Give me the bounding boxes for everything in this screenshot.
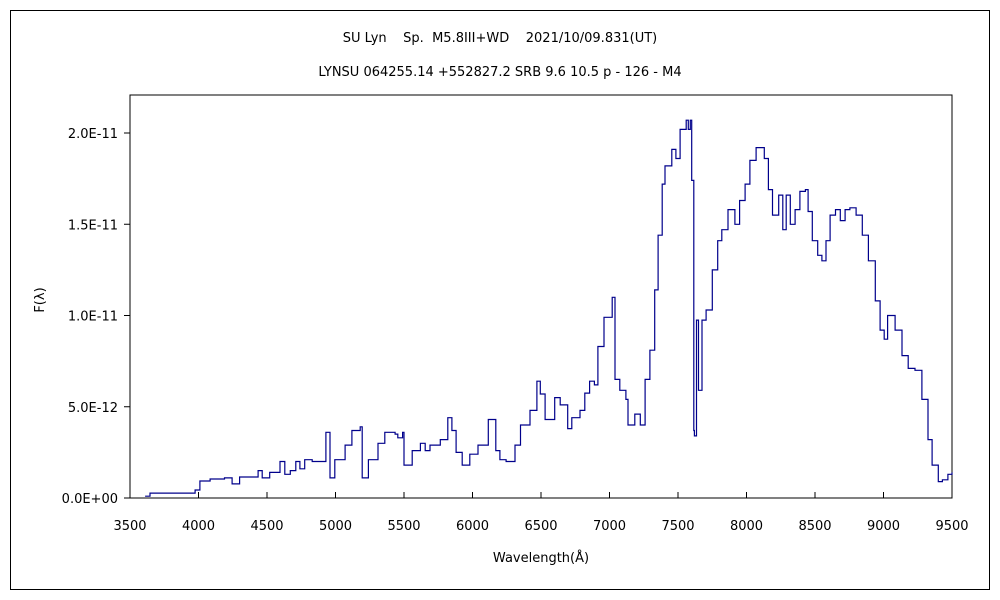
y-tick-label: 2.0E-11 xyxy=(68,127,118,142)
y-tick-label: 5.0E-12 xyxy=(68,401,118,416)
y-tick-label: 1.5E-11 xyxy=(68,218,118,233)
chart-title: SU Lyn Sp. M5.8III+WD 2021/10/09.831(UT) xyxy=(343,31,657,46)
x-tick-label: 4000 xyxy=(182,519,215,534)
x-tick-label: 3500 xyxy=(113,519,146,534)
x-tick-label: 9500 xyxy=(935,519,968,534)
x-tick-label: 8500 xyxy=(798,519,831,534)
y-tick-label: 1.0E-11 xyxy=(68,310,118,325)
chart-subtitle: LYNSU 064255.14 +552827.2 SRB 9.6 10.5 p… xyxy=(318,65,681,80)
x-tick-label: 8000 xyxy=(730,519,763,534)
y-tick-label: 0.0E+00 xyxy=(62,492,118,507)
series-line-spectrum xyxy=(145,119,953,497)
plot-area xyxy=(129,94,953,499)
x-axis-label: Wavelength(Å) xyxy=(493,550,589,566)
x-tick-label: 7000 xyxy=(593,519,626,534)
x-tick-label: 9000 xyxy=(867,519,900,534)
x-tick-label: 5000 xyxy=(319,519,352,534)
x-tick-label: 7500 xyxy=(661,519,694,534)
x-tick-label: 5500 xyxy=(387,519,420,534)
x-tick-label: 6500 xyxy=(524,519,557,534)
x-tick-label: 4500 xyxy=(250,519,283,534)
y-axis-label: F(λ) xyxy=(33,287,48,312)
x-tick-label: 6000 xyxy=(456,519,489,534)
